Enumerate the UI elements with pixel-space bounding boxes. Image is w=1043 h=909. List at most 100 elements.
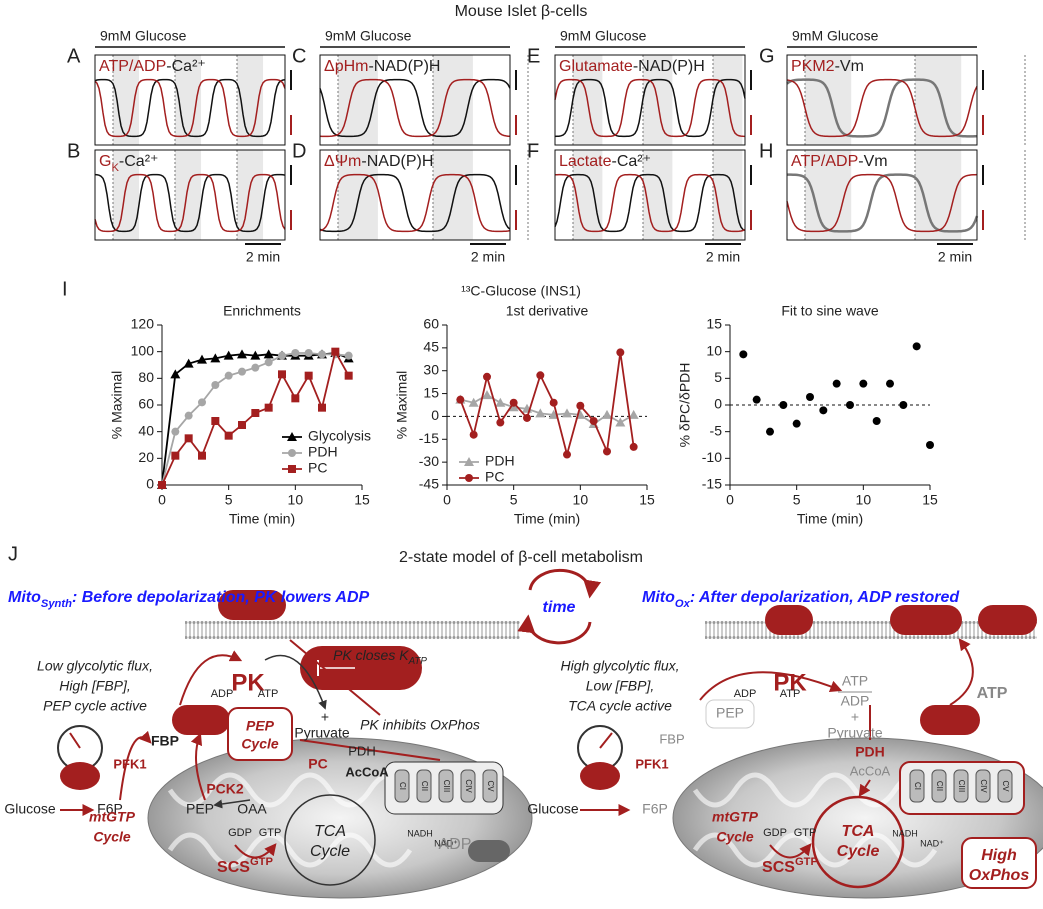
marker: [628, 409, 639, 419]
panel-frame: [94, 149, 286, 241]
marker: [263, 349, 274, 359]
panel-letter: A: [67, 45, 81, 67]
label: time: [543, 599, 576, 616]
marker: [469, 430, 478, 439]
marker: [224, 431, 233, 440]
label: ADP: [211, 688, 234, 700]
panel-letter: H: [759, 140, 773, 162]
marker: [806, 393, 814, 401]
complex: [931, 769, 947, 803]
label: GTP: [794, 827, 817, 839]
label: Low glycolytic flux,: [37, 658, 153, 674]
complex-label: CIII: [957, 780, 966, 792]
label-part: Mito: [8, 589, 41, 606]
label: NAD⁺: [920, 838, 944, 848]
y-tick-label: 5: [714, 369, 722, 385]
marker: [183, 358, 194, 368]
marker: [251, 409, 260, 417]
label: NADH: [407, 828, 433, 838]
label-part: -Ca²⁺: [119, 153, 159, 170]
complex-label: CIII: [442, 780, 451, 792]
panel-frame: [554, 54, 746, 146]
complex-label: CIV: [464, 779, 473, 793]
x-axis-label: Time (min): [514, 511, 580, 527]
series-line: [460, 394, 635, 426]
marker: [629, 442, 638, 451]
marker: [846, 401, 854, 409]
panel-letter: J: [8, 543, 18, 565]
complex: [482, 769, 498, 803]
complex-label: CV: [486, 780, 495, 792]
shading: [713, 150, 743, 240]
marker: [344, 371, 353, 380]
panel-letter: I: [62, 278, 68, 300]
panel-frame: [786, 54, 978, 146]
complex: [460, 769, 476, 803]
complex: [953, 769, 969, 803]
y-tick-label: 10: [706, 342, 722, 358]
label-part: ATP/ADP: [99, 58, 166, 75]
label-part: -NAD(P)H: [361, 153, 433, 170]
marker: [832, 379, 841, 388]
label: F6P: [642, 801, 668, 817]
marker: [616, 348, 625, 357]
panel-frame: [94, 54, 286, 146]
shading: [915, 55, 962, 145]
complex: [394, 769, 410, 803]
y-tick-label: 0: [146, 476, 154, 492]
complex: [997, 769, 1013, 803]
label: Cycle: [241, 736, 279, 752]
label: NADH: [892, 828, 918, 838]
label: PKM2-Vm: [791, 58, 864, 75]
marker: [819, 406, 828, 415]
marker: [291, 394, 300, 403]
x-tick-label: 5: [225, 492, 233, 508]
panel-frame: [319, 149, 511, 241]
marker: [171, 427, 180, 436]
label-part: PKM2: [791, 58, 835, 75]
label-part: G: [99, 153, 111, 170]
label-part: Lactate: [559, 153, 612, 170]
x-tick-label: 5: [793, 492, 801, 508]
marker: [278, 351, 286, 360]
trace: [786, 78, 977, 138]
trace: [94, 173, 286, 233]
marker: [523, 413, 531, 422]
y-tick-label: -15: [419, 430, 439, 446]
label: GDP: [763, 827, 787, 839]
marker: [792, 419, 801, 428]
label: +: [851, 709, 859, 725]
marker: [318, 350, 326, 359]
marker: [563, 450, 571, 459]
label-part: Ox: [675, 598, 691, 610]
marker: [224, 371, 233, 380]
label: ADP: [841, 693, 870, 709]
marker: [496, 418, 505, 427]
label: FBP: [659, 731, 684, 746]
trace: [319, 173, 511, 233]
label-part: GTP: [795, 856, 819, 868]
marker: [264, 403, 273, 412]
marker: [264, 358, 273, 367]
label: PEP: [246, 718, 275, 734]
marker: [238, 421, 246, 429]
marker: [211, 417, 220, 425]
marker: [456, 395, 465, 404]
marker: [508, 402, 519, 412]
label: ATP: [842, 673, 868, 689]
chart-title: Enrichments: [223, 303, 301, 319]
y-tick-label: 60: [423, 316, 439, 332]
shading: [573, 150, 603, 240]
marker: [238, 367, 246, 376]
label: GTP: [259, 827, 282, 839]
marker: [562, 408, 572, 418]
marker: [535, 408, 546, 418]
chart-title: 1st derivative: [506, 303, 589, 319]
label-part: Synth: [41, 598, 72, 610]
legend-marker: [464, 457, 474, 466]
x-tick-label: 10: [288, 492, 304, 508]
trace: [554, 173, 746, 233]
label: FBP: [151, 733, 179, 749]
marker: [549, 398, 558, 407]
